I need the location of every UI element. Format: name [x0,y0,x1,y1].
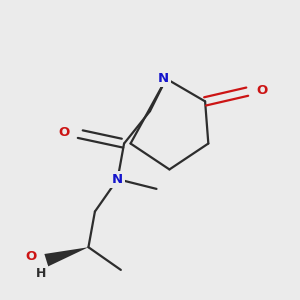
Text: O: O [256,83,267,97]
Text: H: H [36,267,46,280]
Text: O: O [58,126,70,139]
Polygon shape [44,247,88,266]
Text: O: O [25,250,37,263]
Text: N: N [112,173,123,186]
Text: N: N [158,72,169,85]
